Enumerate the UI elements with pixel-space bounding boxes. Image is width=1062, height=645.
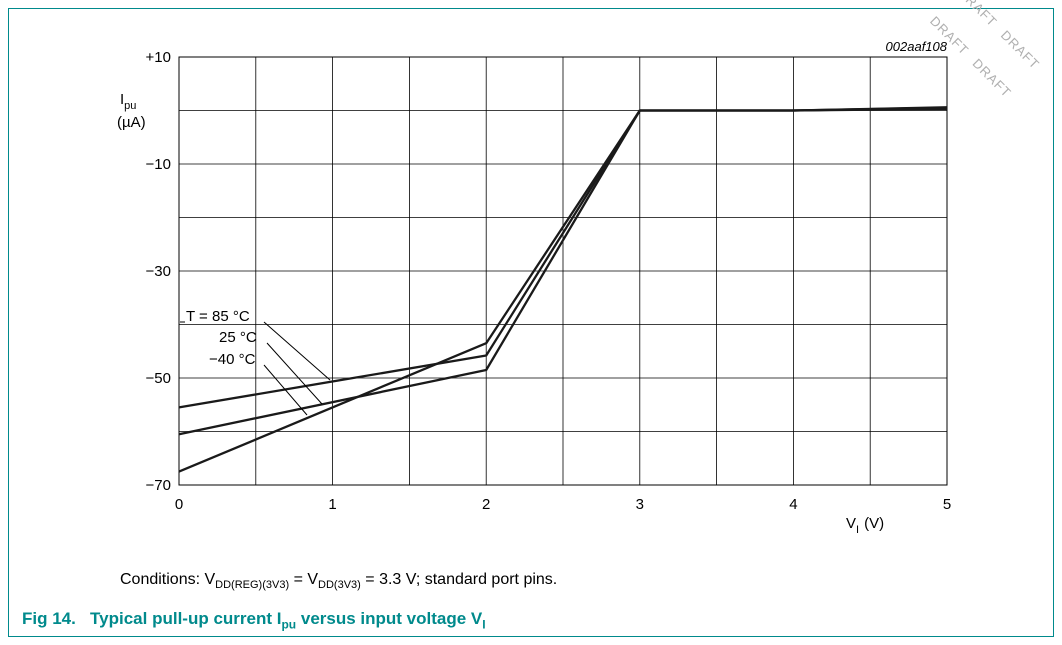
chart-grid xyxy=(178,56,948,486)
conditions-mid: = V xyxy=(289,571,319,588)
y-tick-label: −50 xyxy=(146,370,171,387)
caption-text-b: versus input voltage V xyxy=(296,609,483,628)
x-axis-text: VI (V) xyxy=(846,515,884,536)
y-tick-label: −10 xyxy=(146,156,171,173)
conditions-sub1: DD(REG)(3V3) xyxy=(215,579,290,592)
figure-caption: Fig 14. Typical pull-up current Ipu vers… xyxy=(22,609,486,631)
chart-series xyxy=(178,106,948,473)
series-annotations: T = 85 °C 25 °C −40 °C xyxy=(180,308,331,416)
caption-number: Fig 14. xyxy=(22,609,76,628)
x-tick-label: 4 xyxy=(789,496,797,513)
plot-border xyxy=(178,56,948,486)
caption-sub-a: pu xyxy=(281,617,297,632)
figure-id: 002aaf108 xyxy=(886,39,948,54)
series-label-25c: 25 °C xyxy=(219,329,257,346)
conditions-sub2: DD(3V3) xyxy=(318,579,361,592)
series-label-85c: T = 85 °C xyxy=(186,308,250,325)
watermark-text-1: DRAFT xyxy=(955,0,1000,30)
caption-sub-b: I xyxy=(482,617,486,632)
tick-labels: 0 1 2 3 4 5 +10 −10 −30 −50 −70 xyxy=(146,49,952,513)
y-tick-label: +10 xyxy=(146,49,171,66)
leader-minus40c xyxy=(263,364,308,416)
x-tick-label: 5 xyxy=(943,496,951,513)
x-tick-label: 0 xyxy=(175,496,183,513)
x-tick-label: 2 xyxy=(482,496,490,513)
y-axis-unit: (µA) xyxy=(117,114,146,131)
x-tick-label: 3 xyxy=(636,496,644,513)
caption-text-a: Typical pull-up current I xyxy=(90,609,282,628)
x-axis-label: VI (V) xyxy=(846,515,884,536)
y-tick-label: −30 xyxy=(146,263,171,280)
watermark-text-2: DRAFT xyxy=(998,27,1043,72)
watermark-text-4: DRAFT xyxy=(970,56,1015,101)
series-label-minus40c: −40 °C xyxy=(209,351,256,368)
leader-85c xyxy=(263,321,331,381)
leader-25c xyxy=(266,342,323,405)
conditions-suffix: = 3.3 V; standard port pins. xyxy=(360,571,558,588)
y-axis-label: Ipu (µA) xyxy=(117,91,146,131)
figure-frame xyxy=(8,8,1054,637)
y-axis-symbol: Ipu xyxy=(120,91,136,112)
series-line-2 xyxy=(178,106,948,473)
conditions-note: Conditions: VDD(REG)(3V3) = VDD(3V3) = 3… xyxy=(120,571,557,591)
y-tick-label: −70 xyxy=(146,477,171,494)
x-tick-label: 1 xyxy=(328,496,336,513)
conditions-prefix: Conditions: V xyxy=(120,571,216,588)
